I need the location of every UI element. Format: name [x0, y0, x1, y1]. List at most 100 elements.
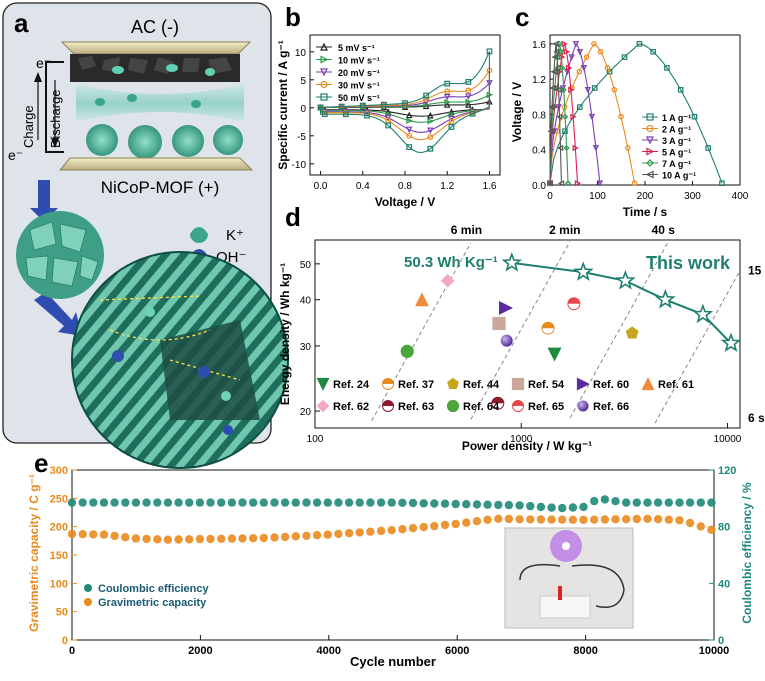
- point-coulombic-efficiency: [323, 498, 332, 507]
- point-gravimetric-capacity: [185, 535, 194, 544]
- legend-marker-ref-63-fill: [382, 400, 394, 406]
- chart-d-ytick-label: 30: [300, 342, 312, 353]
- legend-label-coulombic-efficiency: Coulombic efficiency: [98, 583, 210, 595]
- gcd-marker-1-a-g: [636, 41, 643, 47]
- cv-marker-50-mv-s: [465, 78, 472, 85]
- ion-drops-middle: [95, 94, 201, 108]
- cv-curve-30-mv-s: [320, 68, 490, 141]
- legend-label-10-mv-s: 10 mV s⁻¹: [338, 56, 380, 66]
- point-coulombic-efficiency: [536, 502, 546, 512]
- cv-marker-5-mv-s: [427, 111, 434, 119]
- legend-label-ref-37: Ref. 37: [398, 379, 434, 391]
- point-coulombic-efficiency: [547, 503, 556, 512]
- chart-c-ytick-label: 0.8: [532, 110, 546, 121]
- cv-marker-50-mv-s: [469, 110, 476, 117]
- gcd-marker-10-a-g: [546, 180, 553, 187]
- point-coulombic-efficiency: [568, 503, 578, 512]
- point-gravimetric-capacity: [302, 531, 311, 540]
- magnified-detail: [99, 295, 260, 435]
- chart-c-ytick-label: 0.4: [532, 146, 546, 157]
- point-gravimetric-capacity: [99, 530, 109, 539]
- gcd-curve-2-a-g: [549, 43, 636, 184]
- chart-b-ytick-label: -10: [292, 160, 307, 171]
- time-line-40-s: [569, 239, 670, 419]
- point-gravimetric-capacity: [280, 532, 290, 542]
- cv-marker-50-mv-s: [406, 144, 413, 150]
- legend-marker-ref-60: [576, 377, 590, 391]
- ref-point-ref-62: [440, 273, 455, 288]
- gcd-marker-1-a-g: [664, 65, 670, 71]
- point-coulombic-efficiency: [451, 499, 460, 509]
- point-gravimetric-capacity: [685, 518, 695, 528]
- gcd-marker-1-a-g: [650, 48, 656, 55]
- legend-marker-1-a-g: [646, 113, 654, 121]
- legend-marker-20-mv-s: [320, 68, 328, 77]
- point-coulombic-efficiency: [238, 498, 247, 507]
- point-gravimetric-capacity: [622, 515, 631, 524]
- panel-a: a AC (-) Charge Discharge e⁻: [2, 2, 289, 469]
- ref-point-ref-37-fill: [542, 322, 555, 329]
- point-gravimetric-capacity: [451, 519, 460, 529]
- cv-marker-5-mv-s: [465, 101, 472, 108]
- gcd-marker-3-a-g: [580, 65, 588, 72]
- chart-c-ytick-label: 1.6: [532, 40, 546, 51]
- led-icon: [562, 542, 570, 550]
- legend-label-ref-62: Ref. 62: [333, 401, 369, 413]
- chart-e-xtick-label: 4000: [317, 645, 341, 657]
- point-coulombic-efficiency: [366, 498, 375, 507]
- point-coulombic-efficiency: [291, 498, 300, 507]
- gcd-marker-3-a-g: [576, 48, 584, 56]
- legend-marker-50-mv-s: [320, 93, 328, 101]
- point-gravimetric-capacity: [643, 514, 652, 523]
- point-coulombic-efficiency: [664, 498, 673, 507]
- charge-arrow-head-icon: [34, 72, 42, 82]
- point-coulombic-efficiency: [494, 500, 503, 510]
- point-coulombic-efficiency: [483, 500, 492, 509]
- point-coulombic-efficiency: [174, 498, 183, 507]
- point-gravimetric-capacity: [494, 514, 503, 523]
- legend-label-2-a-g: 2 A g⁻¹: [662, 125, 691, 135]
- chart-e-xtick-label: 2000: [188, 645, 212, 657]
- point-gravimetric-capacity: [249, 534, 258, 543]
- point-coulombic-efficiency: [89, 498, 98, 507]
- panel-a-letter: a: [14, 8, 29, 38]
- point-coulombic-efficiency: [78, 498, 87, 507]
- cv-marker-10-mv-s: [465, 98, 472, 105]
- ref-point-ref-65-fill: [567, 297, 580, 304]
- point-coulombic-efficiency: [632, 498, 641, 507]
- legend-marker-ref-64: [446, 399, 460, 413]
- legend-marker-ref-62: [316, 399, 330, 413]
- point-gravimetric-capacity: [366, 527, 375, 536]
- point-gravimetric-capacity: [259, 533, 268, 543]
- legend-marker-ref-54: [511, 377, 525, 391]
- legend-label-1-a-g: 1 A g⁻¹: [662, 113, 691, 123]
- cv-marker-50-mv-s: [364, 112, 370, 119]
- ref-point-ref-37: [541, 321, 555, 335]
- point-gravimetric-capacity: [110, 531, 119, 541]
- legend-marker-5-mv-s: [320, 42, 328, 51]
- point-coulombic-efficiency: [707, 498, 716, 507]
- point-coulombic-efficiency: [227, 498, 237, 507]
- point-gravimetric-capacity: [440, 520, 450, 530]
- chart-b-ytick-label: 10: [295, 48, 307, 59]
- chart-e-left-tick-label: 300: [50, 465, 68, 477]
- cv-marker-10-mv-s: [406, 117, 413, 124]
- point-coulombic-efficiency: [195, 498, 205, 507]
- point-gravimetric-capacity: [611, 515, 620, 524]
- legend-label-7-a-g: 7 A g⁻¹: [662, 159, 691, 169]
- chart-d: d 6 min 2 min 40 s 15 s 6 s 100 1000 10000 20 30 4…: [278, 202, 765, 453]
- chart-e-right-tick-label: 120: [718, 465, 736, 477]
- cv-marker-50-mv-s: [402, 100, 408, 107]
- legend-marker-coulombic-efficiency: [84, 584, 92, 592]
- gcd-marker-3-a-g: [596, 180, 604, 187]
- chart-e-right-tick-label: 0: [718, 635, 724, 647]
- point-gravimetric-capacity: [323, 530, 332, 539]
- chart-c-xtick-label: 100: [589, 191, 606, 202]
- chart-d-xtick-label: 10000: [714, 434, 742, 445]
- time-line-15-s: [654, 270, 741, 424]
- legend-label-50-mv-s: 50 mV s⁻¹: [338, 93, 380, 103]
- gcd-marker-3-a-g: [568, 54, 575, 61]
- point-gravimetric-capacity: [163, 535, 173, 544]
- chart-b-ytick-label: 0: [300, 104, 306, 115]
